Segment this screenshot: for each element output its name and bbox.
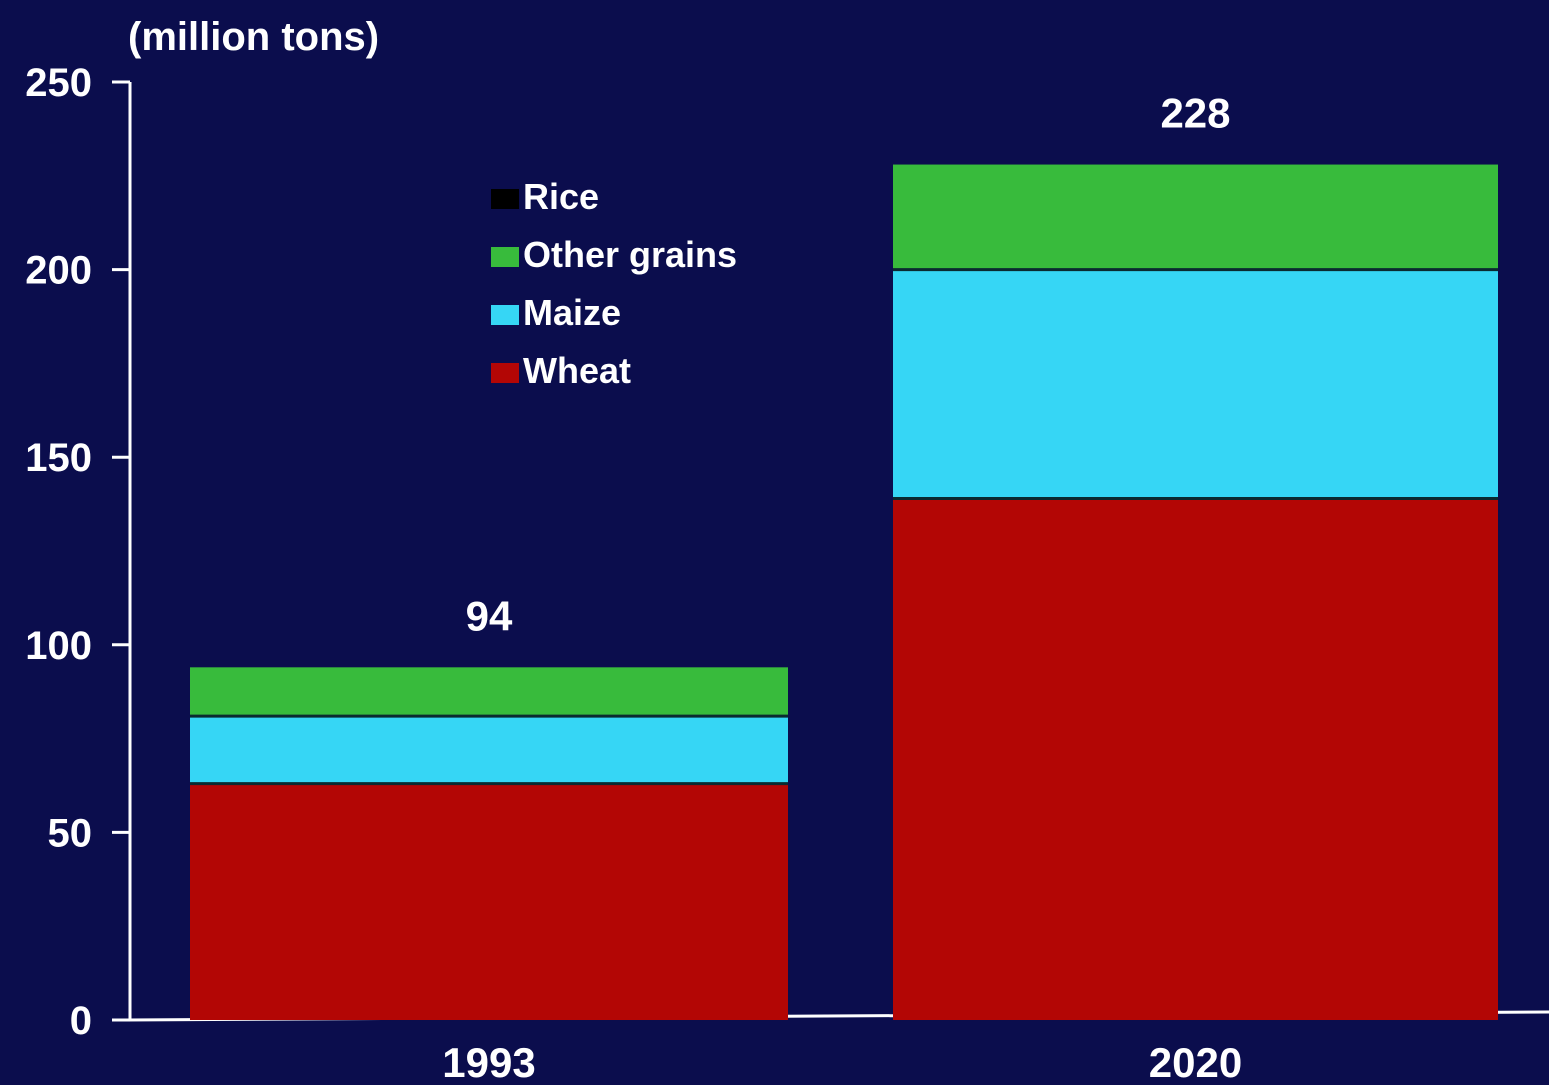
bar-segment-other-grains-1993 (190, 667, 788, 717)
legend-label-maize: Maize (523, 292, 621, 333)
legend-swatch-wheat (491, 363, 519, 383)
y-tick-label: 200 (25, 249, 92, 293)
bar-segment-wheat-2020 (893, 498, 1498, 1020)
legend-swatch-maize (491, 305, 519, 325)
legend-label-other-grains: Other grains (523, 234, 737, 275)
y-tick-label: 150 (25, 436, 92, 480)
y-tick-label: 0 (70, 999, 92, 1043)
total-label-2020: 228 (1160, 90, 1230, 137)
legend-swatch-rice (491, 189, 519, 209)
bars (190, 164, 1498, 1020)
y-tick-label: 50 (48, 811, 93, 855)
legend: Rice Other grains Maize Wheat (491, 176, 737, 391)
x-tick-label: 1993 (442, 1039, 535, 1085)
legend-label-wheat: Wheat (523, 350, 631, 391)
x-tick-label: 2020 (1149, 1039, 1242, 1085)
x-axis-tick-labels: 1993 2020 (442, 1039, 1242, 1085)
y-axis-ticks: 0 50 100 150 200 250 (25, 61, 130, 1043)
legend-label-rice: Rice (523, 176, 599, 217)
total-labels: 94 228 (466, 90, 1231, 640)
bar-segment-wheat-1993 (190, 783, 788, 1020)
bar-segment-maize-2020 (893, 269, 1498, 499)
unit-label: (million tons) (128, 15, 379, 59)
y-tick-label: 100 (25, 624, 92, 668)
y-tick-label: 250 (25, 61, 92, 105)
bar-segment-maize-1993 (190, 716, 788, 784)
bar-segment-other-grains-2020 (893, 164, 1498, 270)
total-label-1993: 94 (466, 592, 513, 639)
legend-swatch-other-grains (491, 247, 519, 267)
